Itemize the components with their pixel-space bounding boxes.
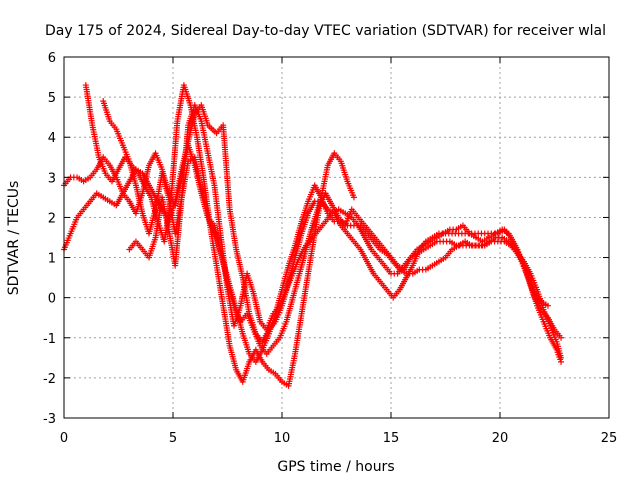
- x-tick-label: 0: [60, 431, 68, 446]
- x-tick-label: 10: [274, 431, 291, 446]
- data-point: [558, 358, 565, 365]
- grid-layer: [64, 57, 609, 418]
- data-point: [544, 302, 551, 309]
- y-tick-label: 3: [48, 171, 56, 186]
- y-tick-label: 4: [48, 131, 56, 146]
- x-tick-label: 15: [383, 431, 400, 446]
- x-tick-label: 5: [169, 431, 177, 446]
- y-tick-label: -1: [43, 332, 56, 347]
- series-track-3: [82, 82, 357, 389]
- data-point: [350, 194, 357, 201]
- y-axis-title: SDTVAR / TECUs: [6, 181, 22, 296]
- y-tick-label: 2: [48, 211, 56, 226]
- x-axis-title: GPS time / hours: [277, 459, 394, 475]
- plot-frame: [63, 56, 610, 419]
- y-tick-label: -3: [43, 412, 56, 427]
- y-tick-label: 1: [48, 252, 56, 267]
- y-tick-label: 5: [48, 91, 56, 106]
- chart-title: Day 175 of 2024, Sidereal Day-to-day VTE…: [45, 23, 606, 39]
- series-track-5: [126, 102, 551, 333]
- x-tick-label: 25: [601, 431, 618, 446]
- y-tick-label: -2: [43, 372, 56, 387]
- data-layer: [61, 82, 565, 389]
- y-tick-label: 0: [48, 292, 56, 307]
- x-tick-label: 20: [492, 431, 509, 446]
- y-tick-label: 6: [48, 51, 56, 66]
- tick-layer: 0 5 10 15 20 25 -3 -2 -1 0 1 2 3 4 5 6: [43, 51, 617, 446]
- data-point: [558, 334, 565, 341]
